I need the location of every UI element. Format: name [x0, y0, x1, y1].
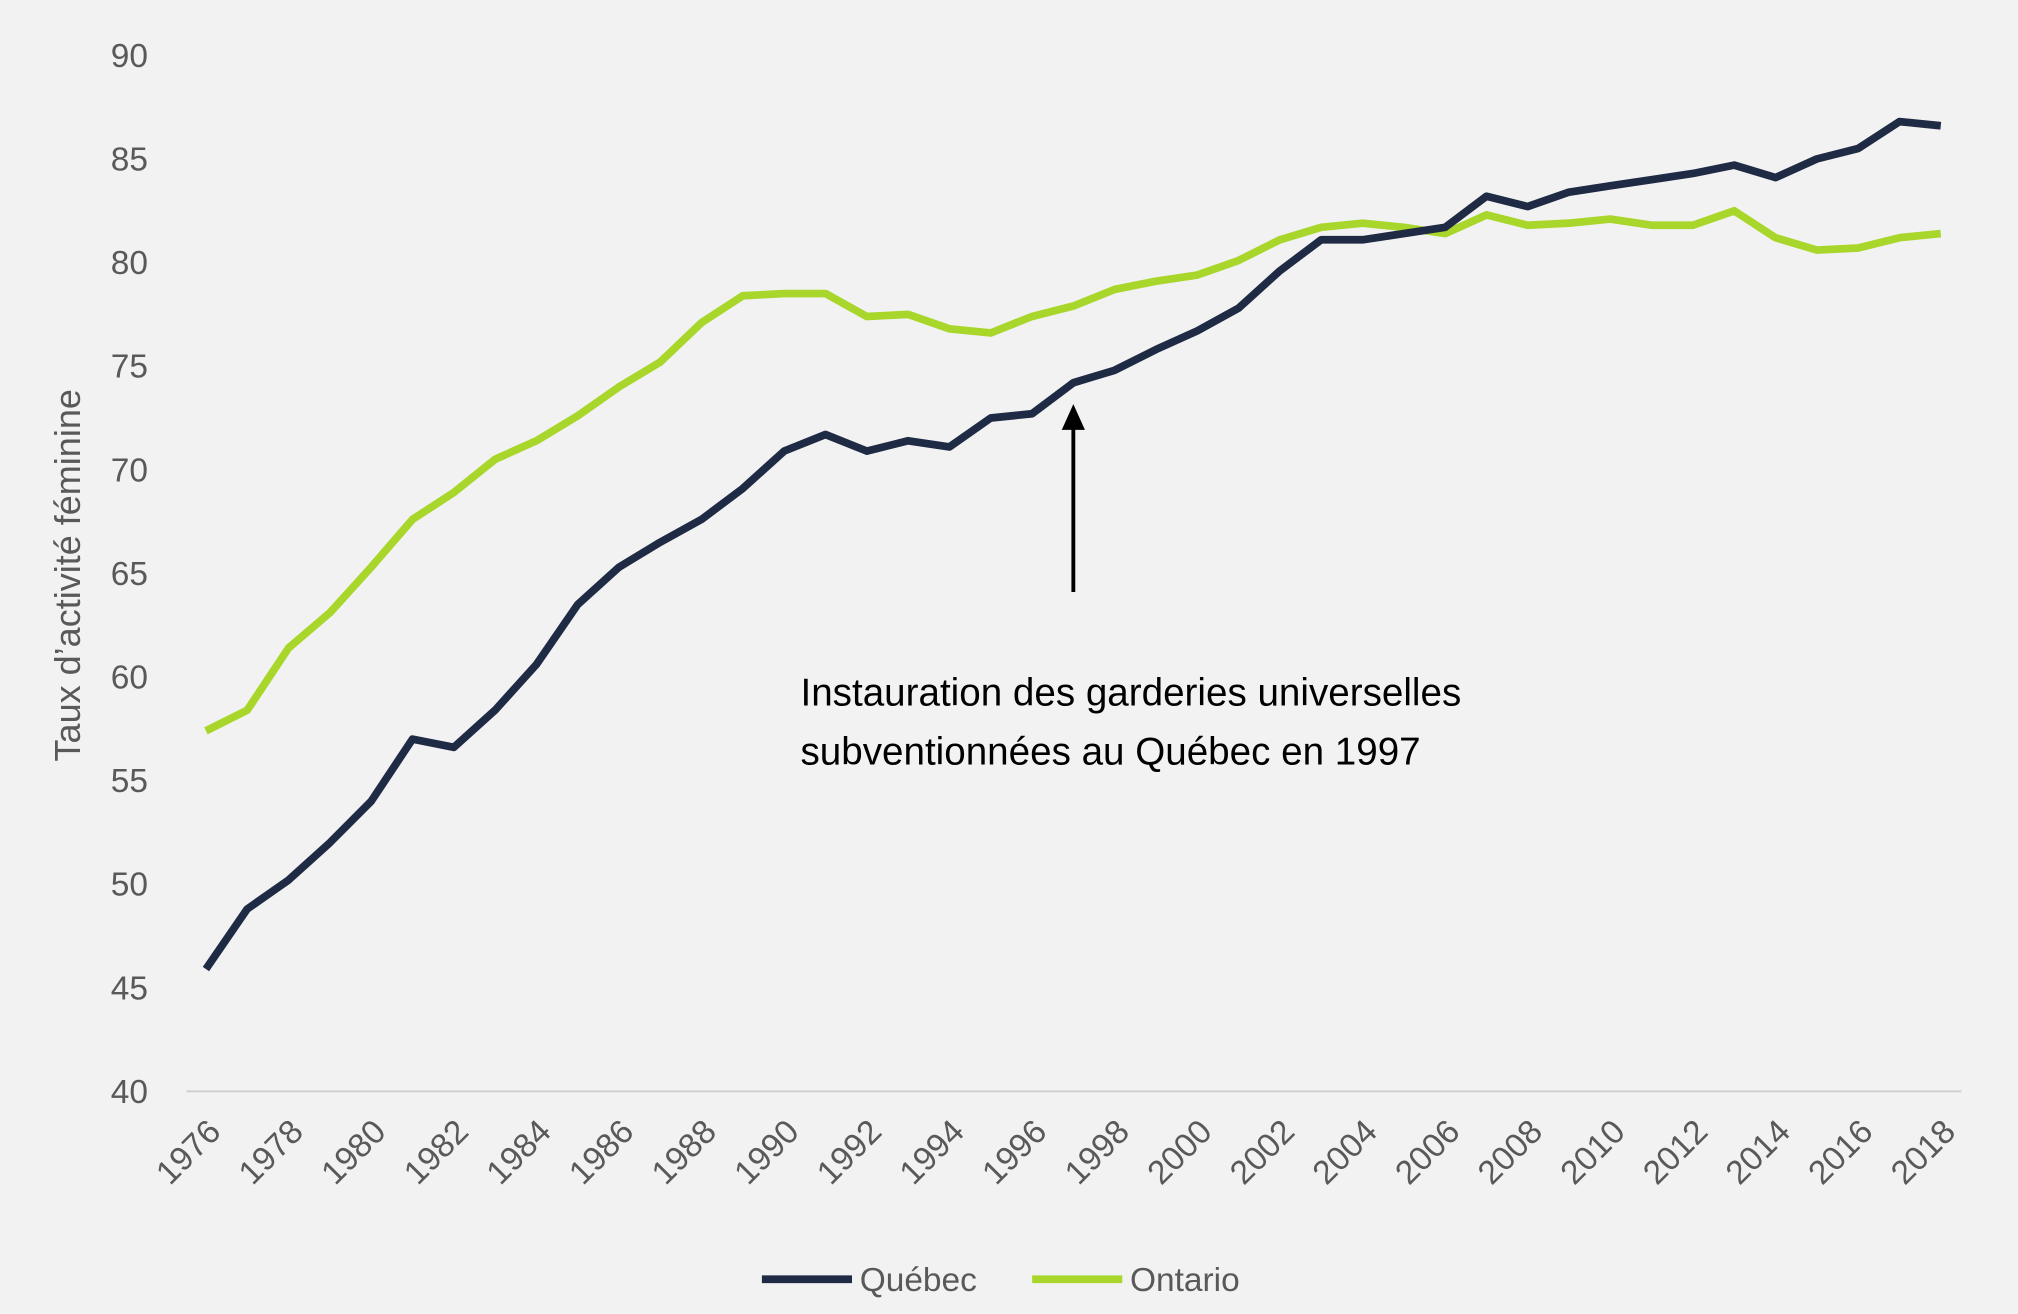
y-tick-label: 45 — [111, 970, 148, 1007]
annotation-line-1: Instauration des garderies universelles — [801, 671, 1462, 714]
legend: Québec Ontario — [761, 1262, 1240, 1299]
y-axis-title: Taux d’activité féminine — [47, 389, 88, 761]
y-tick-label: 60 — [111, 660, 148, 697]
series-line-ontario — [204, 206, 1942, 735]
y-tick-label: 50 — [111, 867, 148, 904]
y-tick-label: 65 — [111, 556, 148, 593]
y-tick-label: 70 — [111, 452, 148, 489]
y-tick-label: 40 — [111, 1074, 148, 1111]
y-tick-label: 75 — [111, 349, 148, 386]
y-tick-label: 85 — [111, 142, 148, 179]
annotation: Instauration des garderies universelles … — [801, 404, 1462, 773]
y-tick-label: 80 — [111, 245, 148, 282]
y-tick-label: 90 — [111, 38, 148, 75]
y-tick-label: 55 — [111, 763, 148, 800]
annotation-line-2: subventionnées au Québec en 1997 — [801, 730, 1421, 773]
legend-label-ontario: Ontario — [1130, 1262, 1240, 1299]
series-line-quebec — [202, 117, 1942, 972]
legend-label-quebec: Québec — [860, 1262, 977, 1299]
arrow-head-icon — [1061, 404, 1085, 430]
